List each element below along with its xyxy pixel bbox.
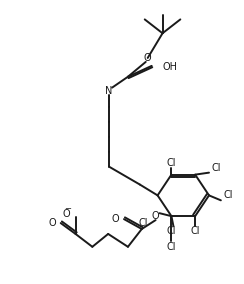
Text: Cl: Cl — [167, 226, 176, 236]
Text: Cl: Cl — [167, 242, 176, 252]
Text: O: O — [112, 214, 119, 224]
Text: N: N — [105, 85, 113, 96]
Text: Cl: Cl — [167, 158, 176, 168]
Text: Cl: Cl — [224, 190, 233, 201]
Text: −: − — [65, 204, 71, 213]
Text: Cl: Cl — [138, 218, 148, 228]
Text: O: O — [144, 53, 152, 63]
Text: OH: OH — [163, 62, 178, 72]
Text: O: O — [63, 209, 71, 219]
Text: Cl: Cl — [212, 163, 222, 173]
Text: Cl: Cl — [190, 226, 200, 236]
Text: O: O — [48, 218, 56, 228]
Text: O: O — [152, 211, 159, 221]
